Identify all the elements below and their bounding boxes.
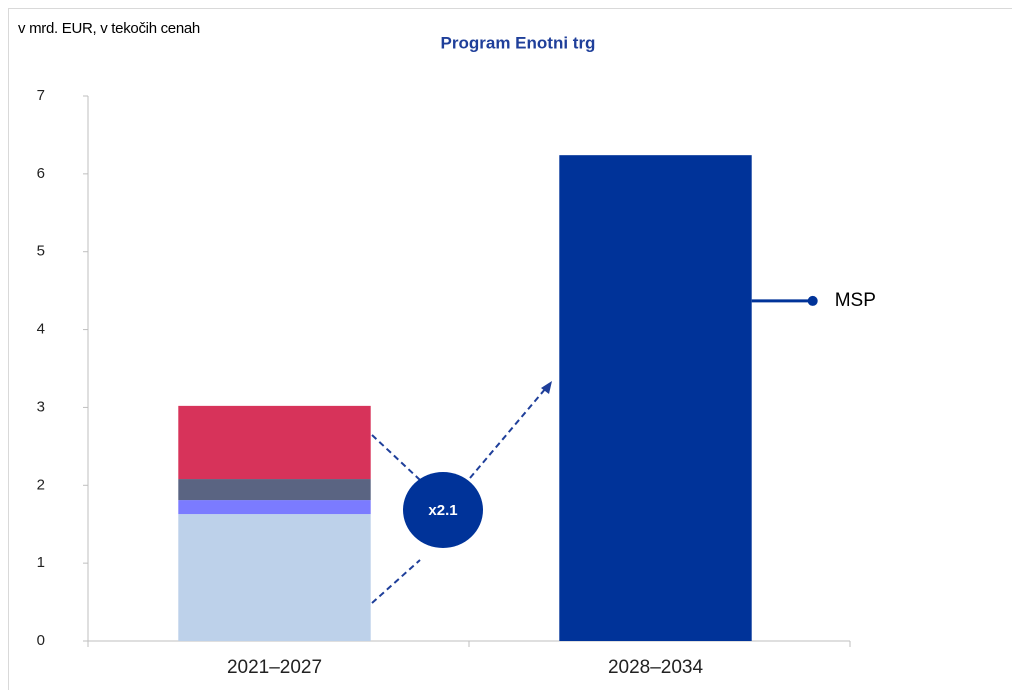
annotation-bubble: [403, 472, 483, 548]
bar-segment: [178, 514, 371, 641]
y-tick-label: 7: [37, 87, 45, 104]
x-tick-label: 2028–2034: [608, 657, 704, 678]
frame: [8, 8, 1012, 690]
bar-segment: [178, 500, 371, 515]
bar-segment: [178, 405, 371, 480]
y-tick-label: 3: [37, 398, 45, 415]
y-tick-label: 6: [37, 165, 45, 182]
legend-dot: [807, 295, 818, 306]
annotation-text: x2.1: [428, 502, 457, 519]
y-tick-label: 0: [37, 632, 45, 649]
arrow-line: [469, 387, 547, 479]
chart-title: Program Enotni trg: [441, 33, 596, 52]
y-tick-label: 2: [37, 476, 45, 493]
arrow-line: [371, 559, 421, 604]
arrow-head: [541, 381, 552, 394]
bar-segment: [178, 479, 371, 501]
y-tick-label: 1: [37, 554, 45, 571]
y-tick-label: 4: [37, 321, 45, 338]
x-tick-label: 2021–2027: [227, 657, 322, 678]
arrow-line: [371, 434, 421, 481]
bar-segment: [559, 155, 752, 641]
y-tick-label: 5: [37, 243, 45, 260]
legend-label: MSP: [835, 290, 876, 311]
y-axis-label: v mrd. EUR, v tekočih cenah: [18, 20, 200, 37]
